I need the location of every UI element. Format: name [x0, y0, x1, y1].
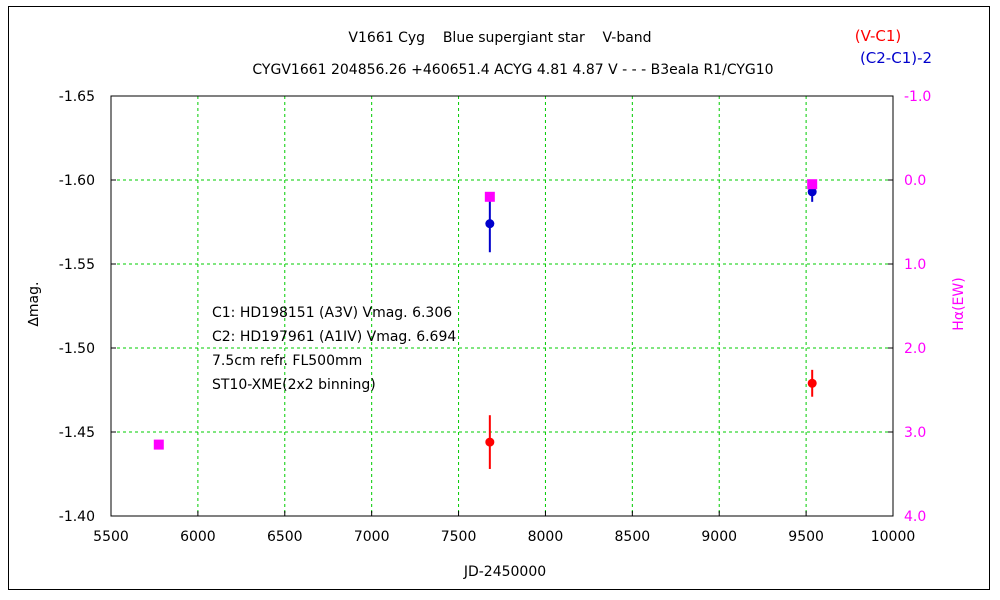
data-point-square — [484, 191, 495, 202]
legend-label-c2-c1: (C2-C1)-2 — [860, 49, 932, 67]
data-point-circle — [807, 378, 817, 388]
chart-title-line2: CYGV1661 204856.26 +460651.4 ACYG 4.81 4… — [252, 62, 773, 78]
x-tick-label: 7000 — [354, 529, 390, 545]
x-axis-label: JD-2450000 — [463, 564, 546, 580]
x-tick-label: 10000 — [871, 529, 916, 545]
y-right-tick-labels: -1.0 0.0 1.0 2.0 3.0 4.0 — [904, 89, 931, 525]
y-left-tick-label: -1.60 — [59, 173, 95, 189]
legend-label-v-c1: (V-C1) — [855, 27, 902, 45]
annotation-c1: C1: HD198151 (A3V) Vmag. 6.306 — [212, 305, 452, 321]
plot-area — [110, 95, 894, 517]
y-right-tick-label: 4.0 — [904, 509, 926, 525]
data-point-square — [807, 179, 818, 190]
y-axis-label-left: ∆mag. — [26, 282, 42, 328]
y-left-tick-label: -1.65 — [59, 89, 95, 105]
y-left-tick-labels: -1.65 -1.60 -1.55 -1.50 -1.45 -1.40 — [59, 89, 95, 525]
series-0 — [485, 369, 817, 469]
annotation-camera: ST10-XME(2x2 binning) — [212, 377, 376, 393]
y-right-tick-label: -1.0 — [904, 89, 931, 105]
x-tick-label: 6000 — [180, 529, 216, 545]
x-tick-label: 7500 — [441, 529, 477, 545]
y-left-tick-label: -1.45 — [59, 425, 95, 441]
series-2 — [153, 179, 818, 450]
y-right-tick-label: 0.0 — [904, 173, 926, 189]
x-tick-label: 9000 — [701, 529, 737, 545]
y-left-tick-label: -1.55 — [59, 257, 95, 273]
y-right-tick-label: 1.0 — [904, 257, 926, 273]
data-point-circle — [807, 187, 817, 197]
y-right-tick-label: 3.0 — [904, 425, 926, 441]
y-left-tick-label: -1.50 — [59, 341, 95, 357]
tick-marks — [110, 95, 894, 517]
chart-frame — [8, 6, 990, 590]
y-right-tick-label: 2.0 — [904, 341, 926, 357]
x-tick-labels: 5500 6000 6500 7000 7500 8000 8500 9000 9500 1000… — [93, 529, 915, 545]
data-point-circle — [485, 437, 495, 447]
y-left-tick-label: -1.40 — [59, 509, 95, 525]
annotation-telescope: 7.5cm refr. FL500mm — [212, 353, 362, 369]
x-tick-label: 9500 — [788, 529, 824, 545]
grid — [111, 96, 893, 516]
x-tick-label: 6500 — [267, 529, 303, 545]
y-axis-label-right: Hα(EW) — [951, 277, 967, 330]
x-tick-label: 8500 — [615, 529, 651, 545]
series-1 — [485, 181, 817, 253]
annotation-c2: C2: HD197961 (A1IV) Vmag. 6.694 — [212, 329, 456, 345]
x-tick-label: 8000 — [528, 529, 564, 545]
data-marks — [153, 179, 818, 469]
chart-title-line1: V1661 Cyg Blue supergiant star V-band — [348, 30, 651, 46]
annotation-block: C1: HD198151 (A3V) Vmag. 6.306 C2: HD197… — [212, 305, 456, 393]
x-tick-label: 5500 — [93, 529, 129, 545]
data-point-square — [153, 439, 164, 450]
data-point-circle — [485, 219, 495, 229]
